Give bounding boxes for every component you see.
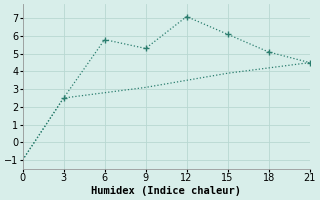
X-axis label: Humidex (Indice chaleur): Humidex (Indice chaleur) [91,186,241,196]
